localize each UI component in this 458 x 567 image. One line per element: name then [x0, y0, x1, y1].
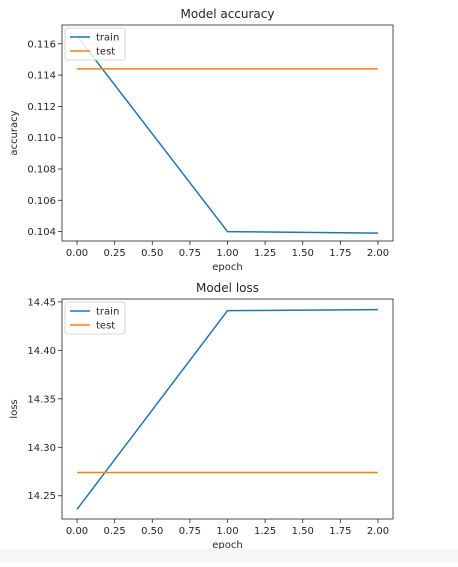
y-tick-label: 0.108	[27, 165, 56, 176]
x-tick-label: 0.00	[66, 526, 88, 537]
plot-frame	[61, 24, 394, 242]
y-tick-label: 0.114	[27, 71, 56, 82]
x-tick-label: 1.75	[329, 248, 351, 259]
chart-1: Model accuracy 0.00 0.25 0.50 0.75 1.00 1.25 1.…	[9, 7, 394, 273]
legend-box	[64, 27, 126, 61]
legend-label-train: train	[96, 33, 119, 44]
chart-2: Model loss 0.00 0.25 0.50 0.75 1.00 1.25 1.50 1.…	[9, 281, 394, 551]
y-tick-label: 14.35	[27, 394, 56, 405]
legend: train test	[64, 27, 126, 61]
bottom-strip	[0, 549, 458, 563]
y-tick-label: 0.116	[27, 39, 56, 50]
y-tick-label: 14.45	[27, 297, 56, 308]
x-tick-label: 1.25	[254, 248, 276, 259]
x-tick-label: 0.50	[141, 248, 163, 259]
x-tick-label: 1.75	[329, 526, 351, 537]
y-tick-label: 0.106	[27, 196, 56, 207]
x-tick-label: 0.00	[66, 248, 88, 259]
y-axis-label: loss	[9, 399, 20, 418]
legend: train test	[64, 301, 126, 335]
series-line-train	[76, 308, 378, 510]
y-tick-label: 14.25	[27, 491, 56, 502]
x-axis-label: epoch	[212, 262, 242, 273]
plot-frame	[61, 298, 394, 520]
y-tick-label: 14.40	[27, 346, 56, 357]
x-tick-label: 1.25	[254, 526, 276, 537]
x-tick-label: 2.00	[367, 248, 389, 259]
series-line-train	[76, 35, 378, 234]
x-tick-label: 1.00	[216, 526, 238, 537]
legend-label-test: test	[96, 321, 115, 332]
chart-title: Model accuracy	[181, 7, 275, 21]
x-axis-label: epoch	[212, 540, 242, 551]
y-tick-label: 0.110	[27, 133, 56, 144]
y-tick-label: 0.104	[27, 227, 56, 238]
x-tick-label: 0.25	[104, 248, 126, 259]
y-tick-label: 14.30	[27, 443, 56, 454]
legend-box	[64, 301, 126, 335]
x-tick-label: 0.25	[104, 526, 126, 537]
x-tick-label: 0.75	[179, 526, 201, 537]
x-tick-label: 1.00	[216, 248, 238, 259]
x-tick-label: 1.50	[292, 526, 314, 537]
chart-title: Model loss	[196, 281, 259, 295]
x-tick-label: 0.50	[141, 526, 163, 537]
x-tick-label: 2.00	[367, 526, 389, 537]
legend-label-test: test	[96, 47, 115, 58]
x-tick-label: 1.50	[292, 248, 314, 259]
y-tick-label: 0.112	[27, 102, 56, 113]
x-tick-label: 0.75	[179, 248, 201, 259]
legend-label-train: train	[96, 307, 119, 318]
y-axis-label: accuracy	[9, 110, 20, 155]
